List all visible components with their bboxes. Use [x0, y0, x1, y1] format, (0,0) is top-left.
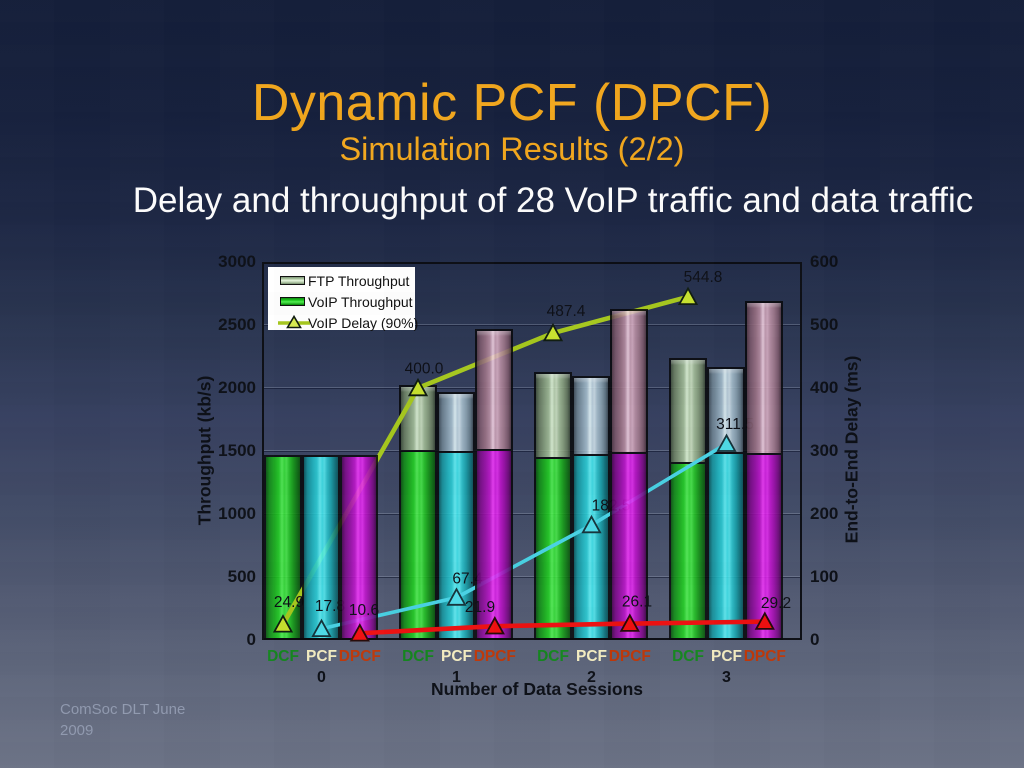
- svg-text:544.8: 544.8: [684, 269, 723, 286]
- svg-text:21.9: 21.9: [465, 599, 495, 616]
- svg-text:487.4: 487.4: [547, 303, 586, 320]
- svg-text:24.9: 24.9: [274, 594, 304, 611]
- svg-text:26.1: 26.1: [622, 594, 652, 611]
- svg-text:10.6: 10.6: [349, 602, 379, 619]
- svg-text:400.0: 400.0: [405, 361, 444, 378]
- svg-text:17.8: 17.8: [315, 598, 345, 615]
- svg-text:29.2: 29.2: [761, 595, 791, 612]
- svg-text:311.5: 311.5: [716, 416, 754, 433]
